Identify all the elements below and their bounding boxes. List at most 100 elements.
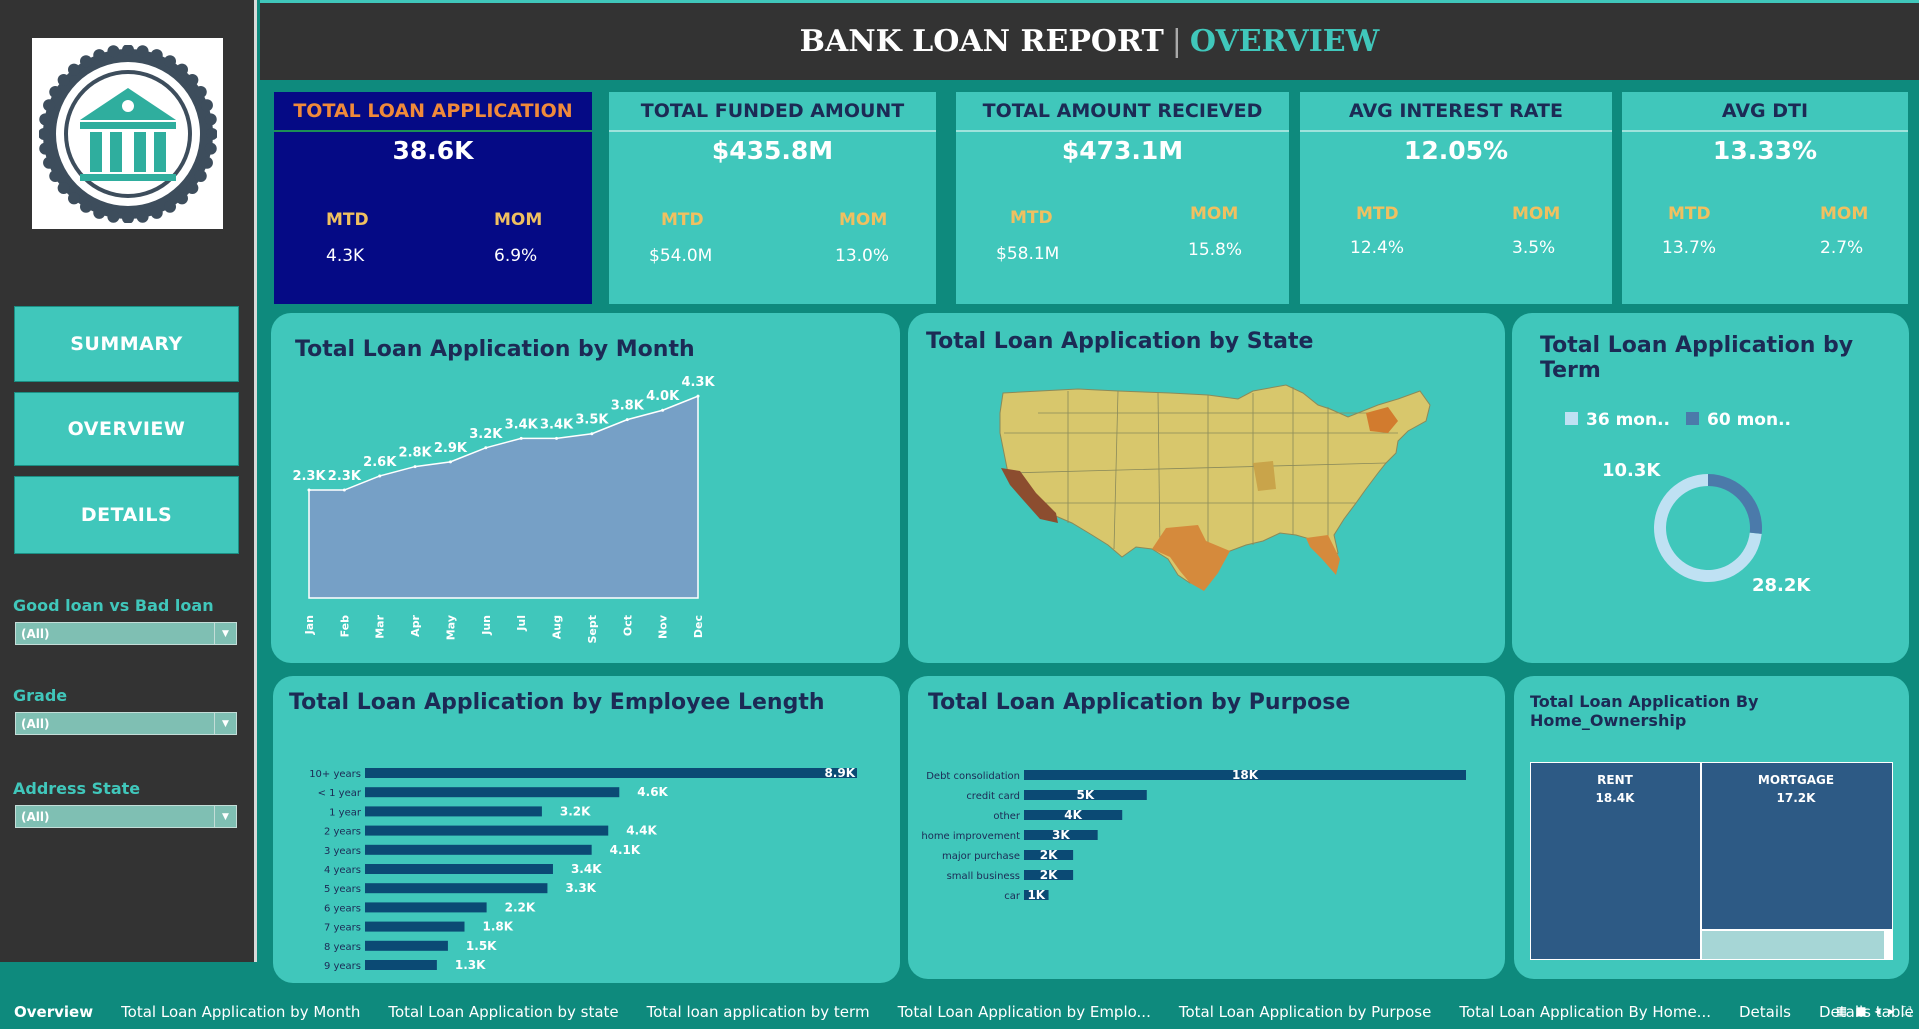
state-borders — [1004, 387, 1398, 559]
month-tick-label: Nov — [657, 614, 670, 639]
kpi-mtd-value: 12.4% — [1350, 238, 1405, 258]
tab-overview[interactable]: Overview — [14, 1002, 94, 1021]
logo-tooth — [38, 142, 51, 155]
month-tick-label: Aug — [551, 615, 564, 639]
tab-by-home-ownership[interactable]: Total Loan Application By Home... — [1459, 1002, 1711, 1021]
panel-loan-by-term: Total Loan Application by Term 36 mon.. 6… — [1512, 313, 1909, 663]
logo-tooth — [204, 112, 217, 125]
texas-shape — [1152, 525, 1230, 591]
month-point — [342, 488, 346, 492]
filter-grade-select[interactable]: (All) ▼ — [15, 712, 237, 735]
filter-value: (All) — [21, 716, 50, 731]
treemap-label: MORTGAGE — [1758, 773, 1834, 787]
dropdown-arrow-icon[interactable]: ▼ — [214, 806, 236, 827]
new-york-shape — [1366, 407, 1398, 433]
us-state-map[interactable] — [908, 313, 1505, 663]
bar-value-label: 8.9K — [824, 766, 855, 780]
grid-view-icon[interactable]: ▦ — [1835, 1004, 1848, 1018]
single-view-icon[interactable]: ■ — [1855, 1004, 1867, 1018]
bar-category-label: major purchase — [942, 851, 1020, 862]
kpi-total-funded-amount: TOTAL FUNDED AMOUNT $435.8M MTD MOM $54.… — [609, 92, 936, 304]
panel-title: Total Loan Application by Term — [1540, 333, 1854, 383]
legend-swatch — [1686, 412, 1699, 425]
filter-loan-quality-select[interactable]: (All) ▼ — [15, 622, 237, 645]
kpi-mom-value: 2.7% — [1820, 238, 1864, 258]
nav-overview-button[interactable]: OVERVIEW — [14, 392, 239, 466]
filter-value: (All) — [21, 626, 50, 641]
logo-tooth — [136, 210, 149, 223]
month-data-label: 4.3K — [681, 375, 715, 390]
tab-by-purpose[interactable]: Total Loan Application by Purpose — [1178, 1002, 1432, 1021]
panel-loan-by-purpose: Total Loan Application by Purpose Debt c… — [908, 676, 1505, 979]
tab-by-month[interactable]: Total Loan Application by Month — [121, 1002, 361, 1021]
panel-loan-by-home-ownership: Total Loan Application By Home_Ownership… — [1514, 676, 1909, 979]
logo-tooth — [136, 44, 149, 57]
bar — [365, 940, 448, 951]
bar-value-label: 2.2K — [505, 900, 536, 914]
kpi-mtd-label: MTD — [1356, 204, 1399, 224]
month-data-label: 3.4K — [540, 417, 574, 432]
logo-tooth — [150, 206, 163, 219]
bar-value-label: 3.2K — [560, 804, 591, 818]
nav-summary-button[interactable]: SUMMARY — [14, 306, 239, 382]
tab-by-state[interactable]: Total Loan Application by state — [388, 1002, 619, 1021]
panel-title: Total Loan Application by Employee Lengt… — [289, 690, 825, 715]
kpi-mom-label: MOM — [494, 210, 543, 230]
month-data-label: 4.0K — [646, 389, 680, 404]
logo-tooth — [79, 200, 92, 213]
filter-label-address-state: Address State — [13, 779, 141, 798]
dropdown-arrow-icon[interactable]: ▼ — [214, 623, 236, 644]
bar-category-label: credit card — [966, 791, 1020, 802]
month-data-label: 2.3K — [292, 469, 326, 484]
bar-category-label: 4 years — [324, 865, 361, 876]
bar-category-label: 3 years — [324, 846, 361, 857]
nav-details-button[interactable]: DETAILS — [14, 476, 239, 554]
prev-icon[interactable]: ◂ — [1874, 1004, 1881, 1018]
month-area-chart: 2.3K Jan 2.3K Feb 2.6K Mar 2.8K Apr 2.9K May 3.2K J… — [292, 375, 715, 644]
bar — [1024, 810, 1123, 820]
filter-address-state-select[interactable]: (All) ▼ — [15, 805, 237, 828]
kpi-value: $435.8M — [711, 136, 834, 165]
panel-title: Total Loan Application by State — [926, 329, 1314, 354]
logo-tooth — [200, 156, 213, 169]
tab-details-table[interactable]: Details table — [1819, 1002, 1914, 1021]
legend-label: 36 mon.. — [1586, 410, 1670, 430]
bar-value-label: 3.4K — [571, 862, 602, 876]
logo-tooth — [67, 191, 80, 204]
bar — [365, 883, 548, 894]
term-data-label: 10.3K — [1602, 460, 1661, 481]
panel-title: Total Loan Application by Purpose — [928, 690, 1351, 715]
logo-tooth — [79, 54, 92, 67]
bar-value-label: 3K — [1052, 828, 1070, 842]
sheet-tab-bar: Overview Total Loan Application by Month… — [0, 994, 1919, 1029]
treemap-cell-rent — [1531, 763, 1700, 959]
bar — [1024, 870, 1074, 880]
tab-by-term[interactable]: Total loan application by term — [646, 1002, 870, 1021]
next-icon[interactable]: ▸ — [1888, 1004, 1895, 1018]
logo-tooth — [38, 127, 50, 140]
month-area — [308, 395, 699, 599]
month-tick-label: Dec — [692, 615, 705, 638]
dropdown-arrow-icon[interactable]: ▼ — [214, 713, 236, 734]
bar — [365, 768, 857, 778]
month-data-label: 3.2K — [469, 427, 503, 442]
kpi-mom-value: 13.0% — [835, 246, 890, 266]
month-data-label: 2.8K — [399, 446, 433, 461]
tab-by-employee-length[interactable]: Total Loan Application by Emplo... — [897, 1002, 1151, 1021]
kpi-title: TOTAL LOAN APPLICATION — [274, 92, 592, 132]
month-tick-label: May — [444, 615, 457, 640]
bar — [365, 787, 620, 798]
logo-tooth — [200, 98, 213, 111]
kpi-mom-value: 3.5% — [1512, 238, 1556, 258]
fullscreen-icon[interactable]: ⛶ — [1902, 1004, 1911, 1018]
logo-tooth — [163, 54, 176, 67]
bar-value-label: 18K — [1232, 768, 1259, 782]
kpi-value: 12.05% — [1403, 136, 1509, 165]
month-tick-label: Sept — [586, 615, 599, 644]
logo-tooth — [175, 191, 188, 204]
kpi-value: 38.6K — [392, 136, 474, 165]
logo-tooth — [185, 181, 198, 194]
bar-category-label: car — [1004, 891, 1021, 902]
tab-details[interactable]: Details — [1738, 1002, 1791, 1021]
tab-bar-controls: ▦ ■ ◂ ▸ ⛶ — [1836, 1004, 1911, 1019]
